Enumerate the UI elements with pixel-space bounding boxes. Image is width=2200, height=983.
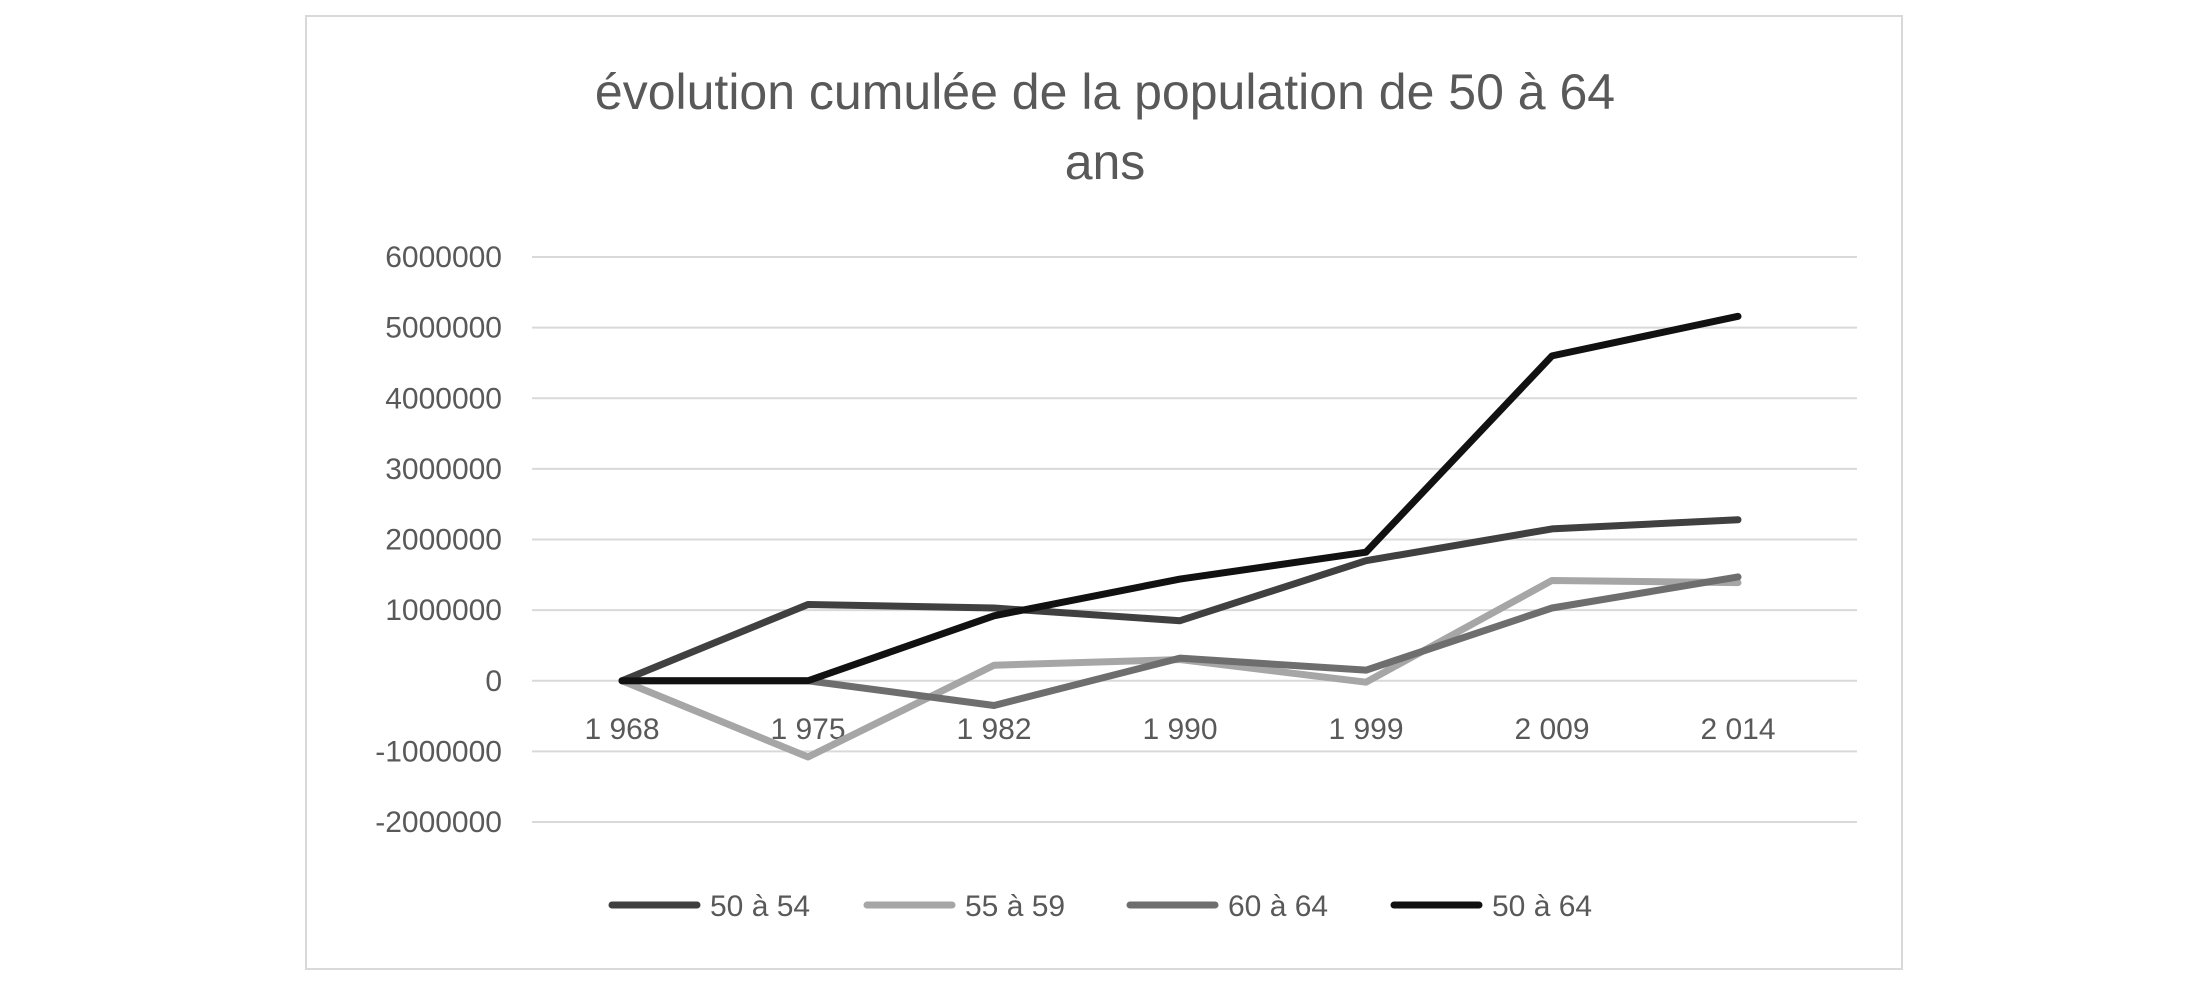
x-tick-label: 2 014 bbox=[1700, 713, 1775, 746]
series-line-1 bbox=[618, 516, 1742, 685]
y-axis-ticks: -2000000 -1000000 0 1000000 2000000 3000000 40… bbox=[375, 241, 502, 839]
x-tick-label: 1 982 bbox=[956, 713, 1031, 746]
chart-title-line-2: ans bbox=[1065, 134, 1146, 190]
legend-label: 55 à 59 bbox=[965, 890, 1065, 923]
x-tick-label: 1 999 bbox=[1328, 713, 1403, 746]
series-lines bbox=[618, 312, 1742, 761]
legend: 50 à 54 55 à 59 60 à 64 50 à 64 bbox=[608, 890, 1592, 923]
series-line-3 bbox=[618, 573, 1742, 709]
y-tick-label: -2000000 bbox=[375, 806, 502, 839]
y-tick-label: 2000000 bbox=[385, 524, 502, 557]
x-axis-ticks: 1 968 1 975 1 982 1 990 1 999 2 009 2 014 bbox=[584, 713, 1775, 746]
legend-label: 60 à 64 bbox=[1228, 890, 1328, 923]
x-tick-label: 1 975 bbox=[770, 713, 845, 746]
series-line-4 bbox=[618, 312, 1742, 685]
x-tick-label: 1 990 bbox=[1142, 713, 1217, 746]
legend-label: 50 à 64 bbox=[1492, 890, 1592, 923]
y-tick-label: 6000000 bbox=[385, 241, 502, 274]
y-tick-label: 4000000 bbox=[385, 382, 502, 415]
x-tick-label: 1 968 bbox=[584, 713, 659, 746]
y-tick-label: 3000000 bbox=[385, 453, 502, 486]
line-chart: évolution cumulée de la population de 50… bbox=[375, 64, 1857, 923]
legend-label: 50 à 54 bbox=[710, 890, 810, 923]
chart-title-line-1: évolution cumulée de la population de 50… bbox=[595, 64, 1615, 120]
y-tick-label: -1000000 bbox=[375, 735, 502, 768]
x-tick-label: 2 009 bbox=[1514, 713, 1589, 746]
chart-frame: évolution cumulée de la population de 50… bbox=[305, 15, 1903, 970]
y-tick-label: 0 bbox=[485, 665, 502, 698]
y-tick-label: 1000000 bbox=[385, 594, 502, 627]
y-tick-label: 5000000 bbox=[385, 312, 502, 345]
